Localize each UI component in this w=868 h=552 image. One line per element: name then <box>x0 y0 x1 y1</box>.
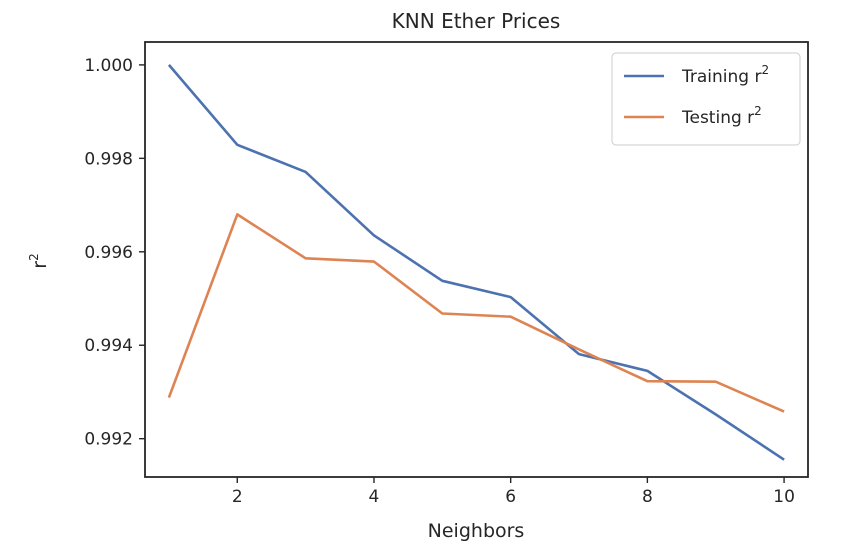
legend-label-superscript: 2 <box>754 104 762 118</box>
series-line-training <box>167 64 785 461</box>
y-axis-label-text: r <box>29 261 51 269</box>
x-tick-label: 8 <box>642 487 653 507</box>
legend-label-superscript: 2 <box>761 63 769 77</box>
x-tick-label: 4 <box>369 487 380 507</box>
y-tick-label: 0.996 <box>84 243 133 263</box>
legend-label-text: Testing r <box>681 108 754 128</box>
x-axis-label: Neighbors <box>428 520 525 542</box>
y-axis-label-superscript: 2 <box>27 253 41 261</box>
y-axis-label: r2 <box>27 253 51 268</box>
svg-text:r2: r2 <box>27 253 51 268</box>
x-tick-label: 2 <box>232 487 243 507</box>
x-tick-label: 6 <box>505 487 516 507</box>
series-line-testing <box>167 213 785 413</box>
legend-label-testing: Testing r2 <box>681 104 762 128</box>
y-tick-label: 0.998 <box>84 149 133 169</box>
legend-label-training: Training r2 <box>681 63 769 87</box>
y-tick-label: 1.000 <box>84 56 133 76</box>
legend-label-text: Training r <box>681 67 761 87</box>
y-tick-label: 0.992 <box>84 430 133 450</box>
y-tick-label: 0.994 <box>84 336 133 356</box>
x-tick-label: 10 <box>773 487 795 507</box>
chart-title: KNN Ether Prices <box>392 9 561 33</box>
plot-area-frame <box>144 41 809 478</box>
